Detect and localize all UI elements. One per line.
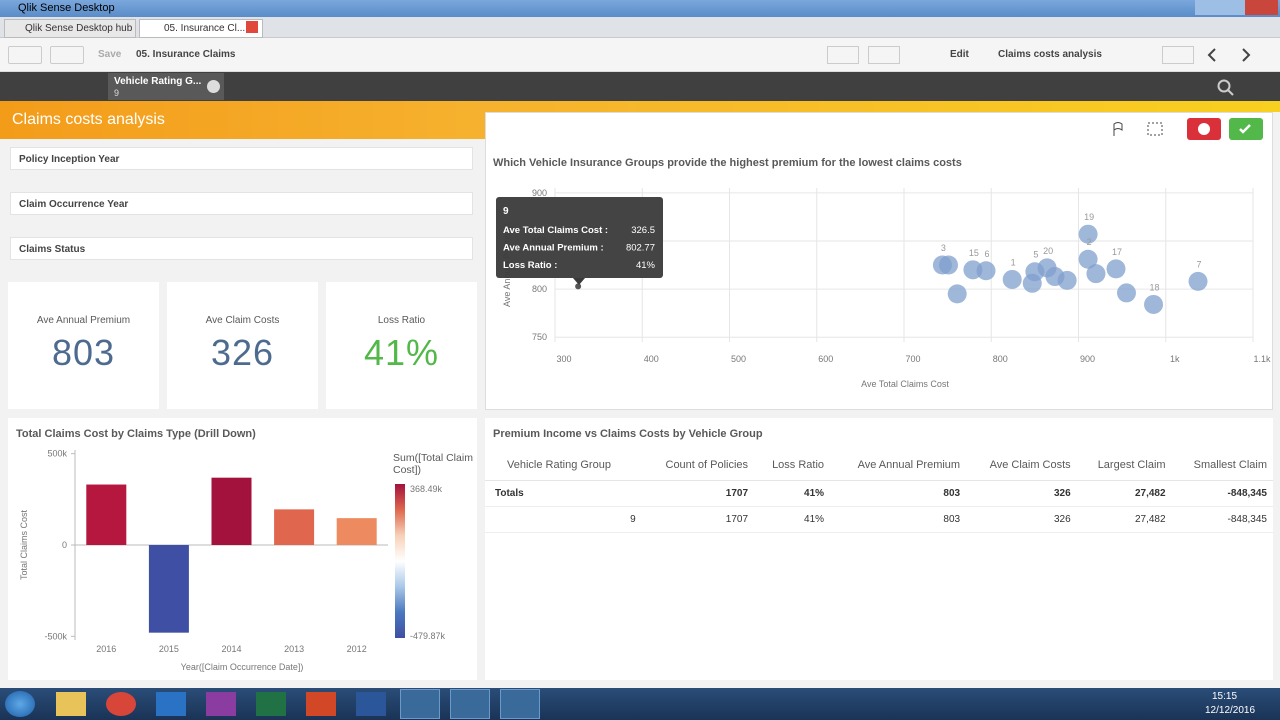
taskbar-app[interactable]	[306, 692, 336, 716]
cell: -848,345	[1171, 506, 1273, 533]
kpi-label: Loss Ratio	[377, 315, 426, 326]
taskbar-app[interactable]	[356, 692, 386, 716]
sheet-header: Claims costs analysis	[0, 101, 485, 139]
next-sheet[interactable]	[1234, 46, 1258, 64]
taskbar-app[interactable]	[450, 689, 490, 719]
toolbar: Save 05. Insurance Claims Edit Claims co…	[0, 38, 1280, 72]
column-header: Largest Claim	[1076, 450, 1172, 481]
menu-button[interactable]	[50, 46, 84, 64]
cell: 27,482	[1076, 480, 1172, 507]
kpi: Ave Annual Premium 803	[8, 282, 159, 409]
edit-button[interactable]: Edit	[950, 49, 969, 60]
cell: Totals	[485, 480, 642, 507]
kpi-value: 326	[210, 332, 275, 373]
app-name: 05. Insurance Claims	[136, 49, 236, 60]
selection-field: Vehicle Rating G...	[114, 76, 202, 87]
cell: 326	[966, 506, 1077, 533]
cell: 1707	[641, 506, 755, 533]
close-button[interactable]	[1245, 0, 1278, 15]
cell: 803	[830, 506, 967, 533]
cell: 27,482	[1076, 506, 1172, 533]
header-strip	[485, 101, 1280, 112]
clock-date: 12/12/2016	[1205, 705, 1256, 716]
column-header: Ave Claim Costs	[966, 450, 1077, 481]
kpi-label: Ave Annual Premium	[36, 315, 131, 326]
tab[interactable]: Qlik Sense Desktop hub	[4, 19, 136, 38]
sheet-title: Claims costs analysis	[12, 111, 165, 128]
clear-selection[interactable]	[207, 80, 220, 93]
totals-row: Totals 1707 41% 803 326 27,482 -848,345	[485, 480, 1273, 507]
column-header: Vehicle Rating Group	[485, 450, 642, 481]
sheet-name: Claims costs analysis	[998, 49, 1102, 60]
scatter-panel	[485, 112, 1273, 410]
save-button[interactable]: Save	[98, 49, 122, 60]
window-title: Qlik Sense Desktop	[18, 2, 115, 14]
taskbar: 15:15 12/12/2016	[0, 688, 1280, 720]
column-header: Smallest Claim	[1171, 450, 1273, 481]
cell: 41%	[754, 480, 831, 507]
table-panel: Premium Income vs Claims Costs by Vehicl…	[485, 418, 1273, 680]
taskbar-app[interactable]	[256, 692, 286, 716]
table-title: Premium Income vs Claims Costs by Vehicl…	[493, 428, 763, 440]
title-bar: Qlik Sense Desktop	[0, 0, 1280, 17]
cell: 41%	[754, 506, 831, 533]
filter[interactable]: Policy Inception Year	[10, 147, 473, 170]
kpi-value: 803	[51, 332, 116, 373]
data-row: 9 1707 41% 803 326 27,482 -848,345	[485, 506, 1273, 533]
data-table: Vehicle Rating Group Count of Policies Los…	[485, 450, 1273, 533]
present-button[interactable]	[827, 46, 859, 64]
sheets-button[interactable]	[1162, 46, 1194, 64]
column-header: Ave Annual Premium	[830, 450, 967, 481]
taskbar-app[interactable]	[206, 692, 236, 716]
kpi: Loss Ratio 41%	[326, 282, 477, 409]
column-header: Count of Policies	[641, 450, 755, 481]
icon	[1207, 48, 1216, 62]
icon	[1242, 48, 1251, 62]
filter[interactable]: Claim Occurrence Year	[10, 192, 473, 215]
kpi-label: Ave Claim Costs	[205, 315, 280, 326]
selection-chip[interactable]: Vehicle Rating G... 9	[108, 73, 224, 100]
taskbar-app[interactable]	[56, 692, 86, 716]
maximize-button[interactable]	[1220, 0, 1245, 15]
taskbar-app[interactable]	[400, 689, 440, 719]
tab-bar: Qlik Sense Desktop hub 05. Insurance Cl.…	[0, 17, 1280, 38]
column-header: Loss Ratio	[754, 450, 831, 481]
kpi: Ave Claim Costs 326	[167, 282, 318, 409]
tab-close[interactable]	[246, 21, 258, 33]
selection-bar: Vehicle Rating G... 9	[0, 72, 1280, 101]
taskbar-app[interactable]	[106, 692, 136, 716]
minimize-button[interactable]	[1195, 0, 1220, 15]
cell: -848,345	[1171, 480, 1273, 507]
cell: 326	[966, 480, 1077, 507]
tab-active[interactable]: 05. Insurance Cl...	[139, 19, 263, 38]
prev-sheet[interactable]	[1200, 46, 1224, 64]
filter[interactable]: Claims Status	[10, 237, 473, 260]
kpi-value: 41%	[363, 332, 440, 373]
bookmark-button[interactable]	[868, 46, 900, 64]
cell: 803	[830, 480, 967, 507]
cell: 9	[485, 506, 642, 533]
selection-value: 9	[114, 88, 120, 98]
header-row: Vehicle Rating Group Count of Policies Los…	[485, 450, 1273, 481]
bar-panel	[8, 418, 477, 680]
taskbar-app[interactable]	[500, 689, 540, 719]
search-icon[interactable]	[1216, 78, 1236, 96]
start-button[interactable]	[5, 691, 35, 717]
cell: 1707	[641, 480, 755, 507]
clock-time: 15:15	[1212, 691, 1238, 702]
taskbar-app[interactable]	[156, 692, 186, 716]
nav-button[interactable]	[8, 46, 42, 64]
